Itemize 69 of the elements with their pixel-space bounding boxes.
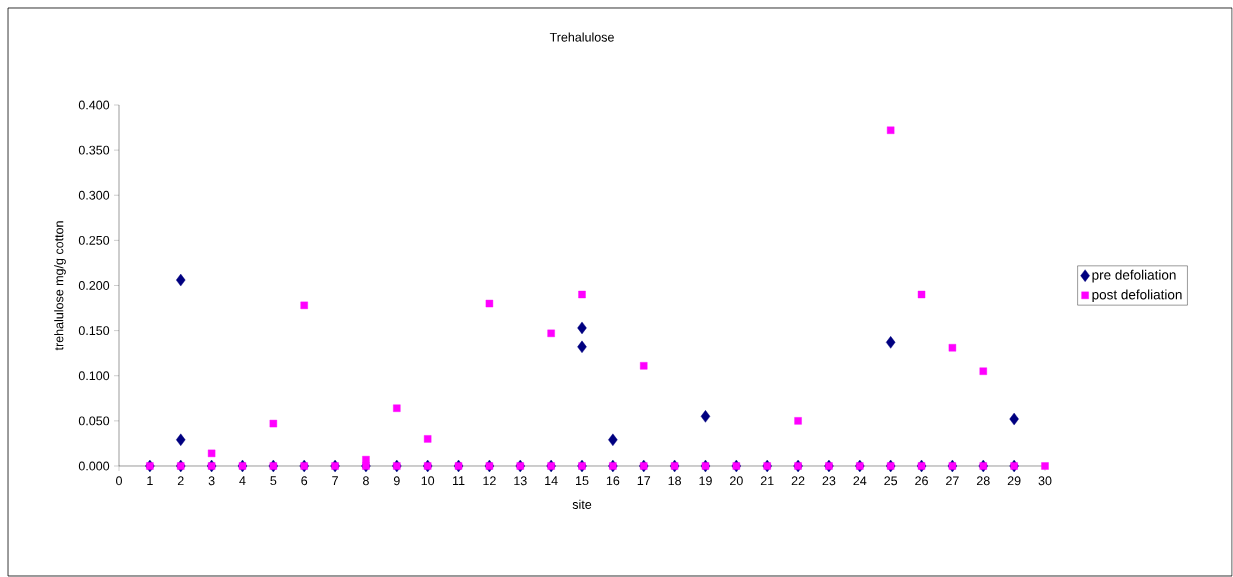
point xyxy=(1009,412,1019,426)
chart-title: Trehalulose xyxy=(549,32,614,42)
x-tick-label: 1 xyxy=(147,476,153,485)
y-tick-label: 0.000 xyxy=(78,461,110,471)
x-tick-label: 11 xyxy=(453,476,465,485)
point xyxy=(423,435,432,443)
x-tick-label: 26 xyxy=(915,476,928,486)
y-tick-label: 0.150 xyxy=(78,326,110,336)
x-tick-label: 10 xyxy=(421,476,435,486)
point xyxy=(176,433,186,447)
y-tick-label: 0.400 xyxy=(78,100,110,110)
point xyxy=(362,455,370,464)
point xyxy=(300,301,308,310)
y-tick-label: 0.250 xyxy=(78,235,110,245)
point xyxy=(269,419,278,428)
x-tick-label: 7 xyxy=(332,476,338,485)
x-tick-label: 28 xyxy=(976,476,990,486)
point xyxy=(700,410,711,423)
x-tick-label: 22 xyxy=(791,476,805,486)
x-tick-label: 6 xyxy=(301,476,308,486)
x-tick-label: 8 xyxy=(363,476,369,486)
x-tick-label: 29 xyxy=(1007,476,1021,486)
x-tick-label: 19 xyxy=(699,476,712,486)
x-tick-label: 17 xyxy=(637,476,651,485)
point xyxy=(917,290,926,299)
x-tick-label: 0 xyxy=(116,476,122,486)
x-tick-label: 15 xyxy=(576,476,589,486)
x-tick-label: 5 xyxy=(270,476,277,486)
y-axis-title: trehalulose mg/g cotton xyxy=(54,221,66,351)
x-tick-label: 24 xyxy=(853,476,867,486)
x-tick-label: 27 xyxy=(946,476,959,486)
x-tick-label: 21 xyxy=(760,476,774,486)
y-tick-label: 0.200 xyxy=(78,281,110,290)
x-tick-label: 2 xyxy=(177,476,184,486)
x-tick-label: 3 xyxy=(208,476,215,486)
x-tick-label: 16 xyxy=(606,476,620,486)
point xyxy=(577,321,587,335)
x-axis-title: site xyxy=(572,499,592,509)
point xyxy=(948,344,957,352)
point xyxy=(794,417,802,425)
x-tick-label: 23 xyxy=(822,476,836,486)
point xyxy=(640,362,648,370)
x-tick-label: 18 xyxy=(668,476,682,486)
x-tick-label: 13 xyxy=(514,476,527,486)
point xyxy=(1041,462,1049,470)
point xyxy=(577,340,587,354)
legend-label: post defoliation xyxy=(1092,289,1182,303)
x-tick-label: 9 xyxy=(393,476,400,486)
x-tick-label: 14 xyxy=(545,476,558,485)
y-tick-label: 0.350 xyxy=(78,145,110,155)
point xyxy=(578,290,586,299)
x-tick-label: 4 xyxy=(239,476,246,485)
point xyxy=(547,329,555,338)
y-tick-label: 0.100 xyxy=(78,371,110,381)
point xyxy=(886,126,895,134)
legend-label: pre defoliation xyxy=(1092,269,1176,283)
point xyxy=(207,449,216,458)
point xyxy=(393,404,401,412)
x-tick-label: 25 xyxy=(884,476,898,486)
x-tick-label: 12 xyxy=(483,476,496,486)
y-tick-label: 0.300 xyxy=(78,190,110,200)
point xyxy=(608,433,618,447)
x-tick-label: 30 xyxy=(1038,476,1052,486)
point xyxy=(485,299,494,308)
y-tick-label: 0.050 xyxy=(78,416,110,426)
point xyxy=(979,367,987,375)
x-tick-label: 20 xyxy=(730,476,743,486)
point xyxy=(885,336,896,349)
point xyxy=(176,273,186,287)
